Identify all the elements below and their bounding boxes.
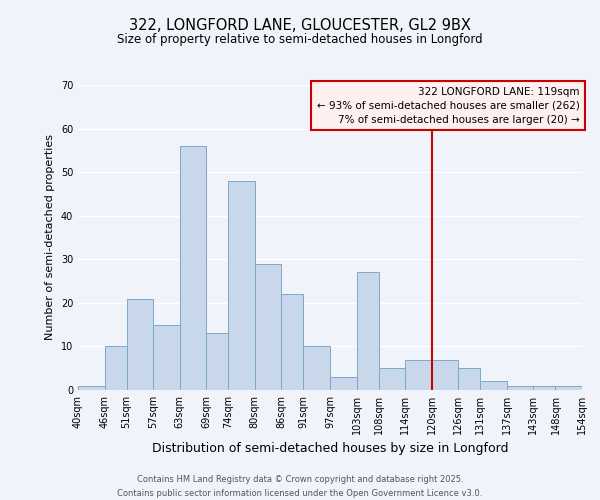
Text: Size of property relative to semi-detached houses in Longford: Size of property relative to semi-detach…	[117, 32, 483, 46]
Bar	[507, 386, 533, 390]
Bar	[379, 368, 405, 390]
Bar	[255, 264, 281, 390]
Bar	[281, 294, 304, 390]
Bar	[206, 334, 229, 390]
Bar	[304, 346, 330, 390]
Bar	[556, 386, 582, 390]
X-axis label: Distribution of semi-detached houses by size in Longford: Distribution of semi-detached houses by …	[152, 442, 508, 456]
Text: Contains HM Land Registry data © Crown copyright and database right 2025.
Contai: Contains HM Land Registry data © Crown c…	[118, 476, 482, 498]
Bar	[104, 346, 127, 390]
Bar	[229, 181, 255, 390]
Bar	[330, 377, 356, 390]
Bar	[481, 382, 507, 390]
Bar	[127, 298, 153, 390]
Bar	[458, 368, 481, 390]
Y-axis label: Number of semi-detached properties: Number of semi-detached properties	[45, 134, 55, 340]
Bar	[179, 146, 206, 390]
Bar	[78, 386, 104, 390]
Bar	[405, 360, 431, 390]
Bar	[431, 360, 458, 390]
Text: 322, LONGFORD LANE, GLOUCESTER, GL2 9BX: 322, LONGFORD LANE, GLOUCESTER, GL2 9BX	[129, 18, 471, 32]
Bar	[153, 324, 179, 390]
Text: 322 LONGFORD LANE: 119sqm
← 93% of semi-detached houses are smaller (262)
7% of : 322 LONGFORD LANE: 119sqm ← 93% of semi-…	[317, 86, 580, 124]
Bar	[356, 272, 379, 390]
Bar	[533, 386, 556, 390]
